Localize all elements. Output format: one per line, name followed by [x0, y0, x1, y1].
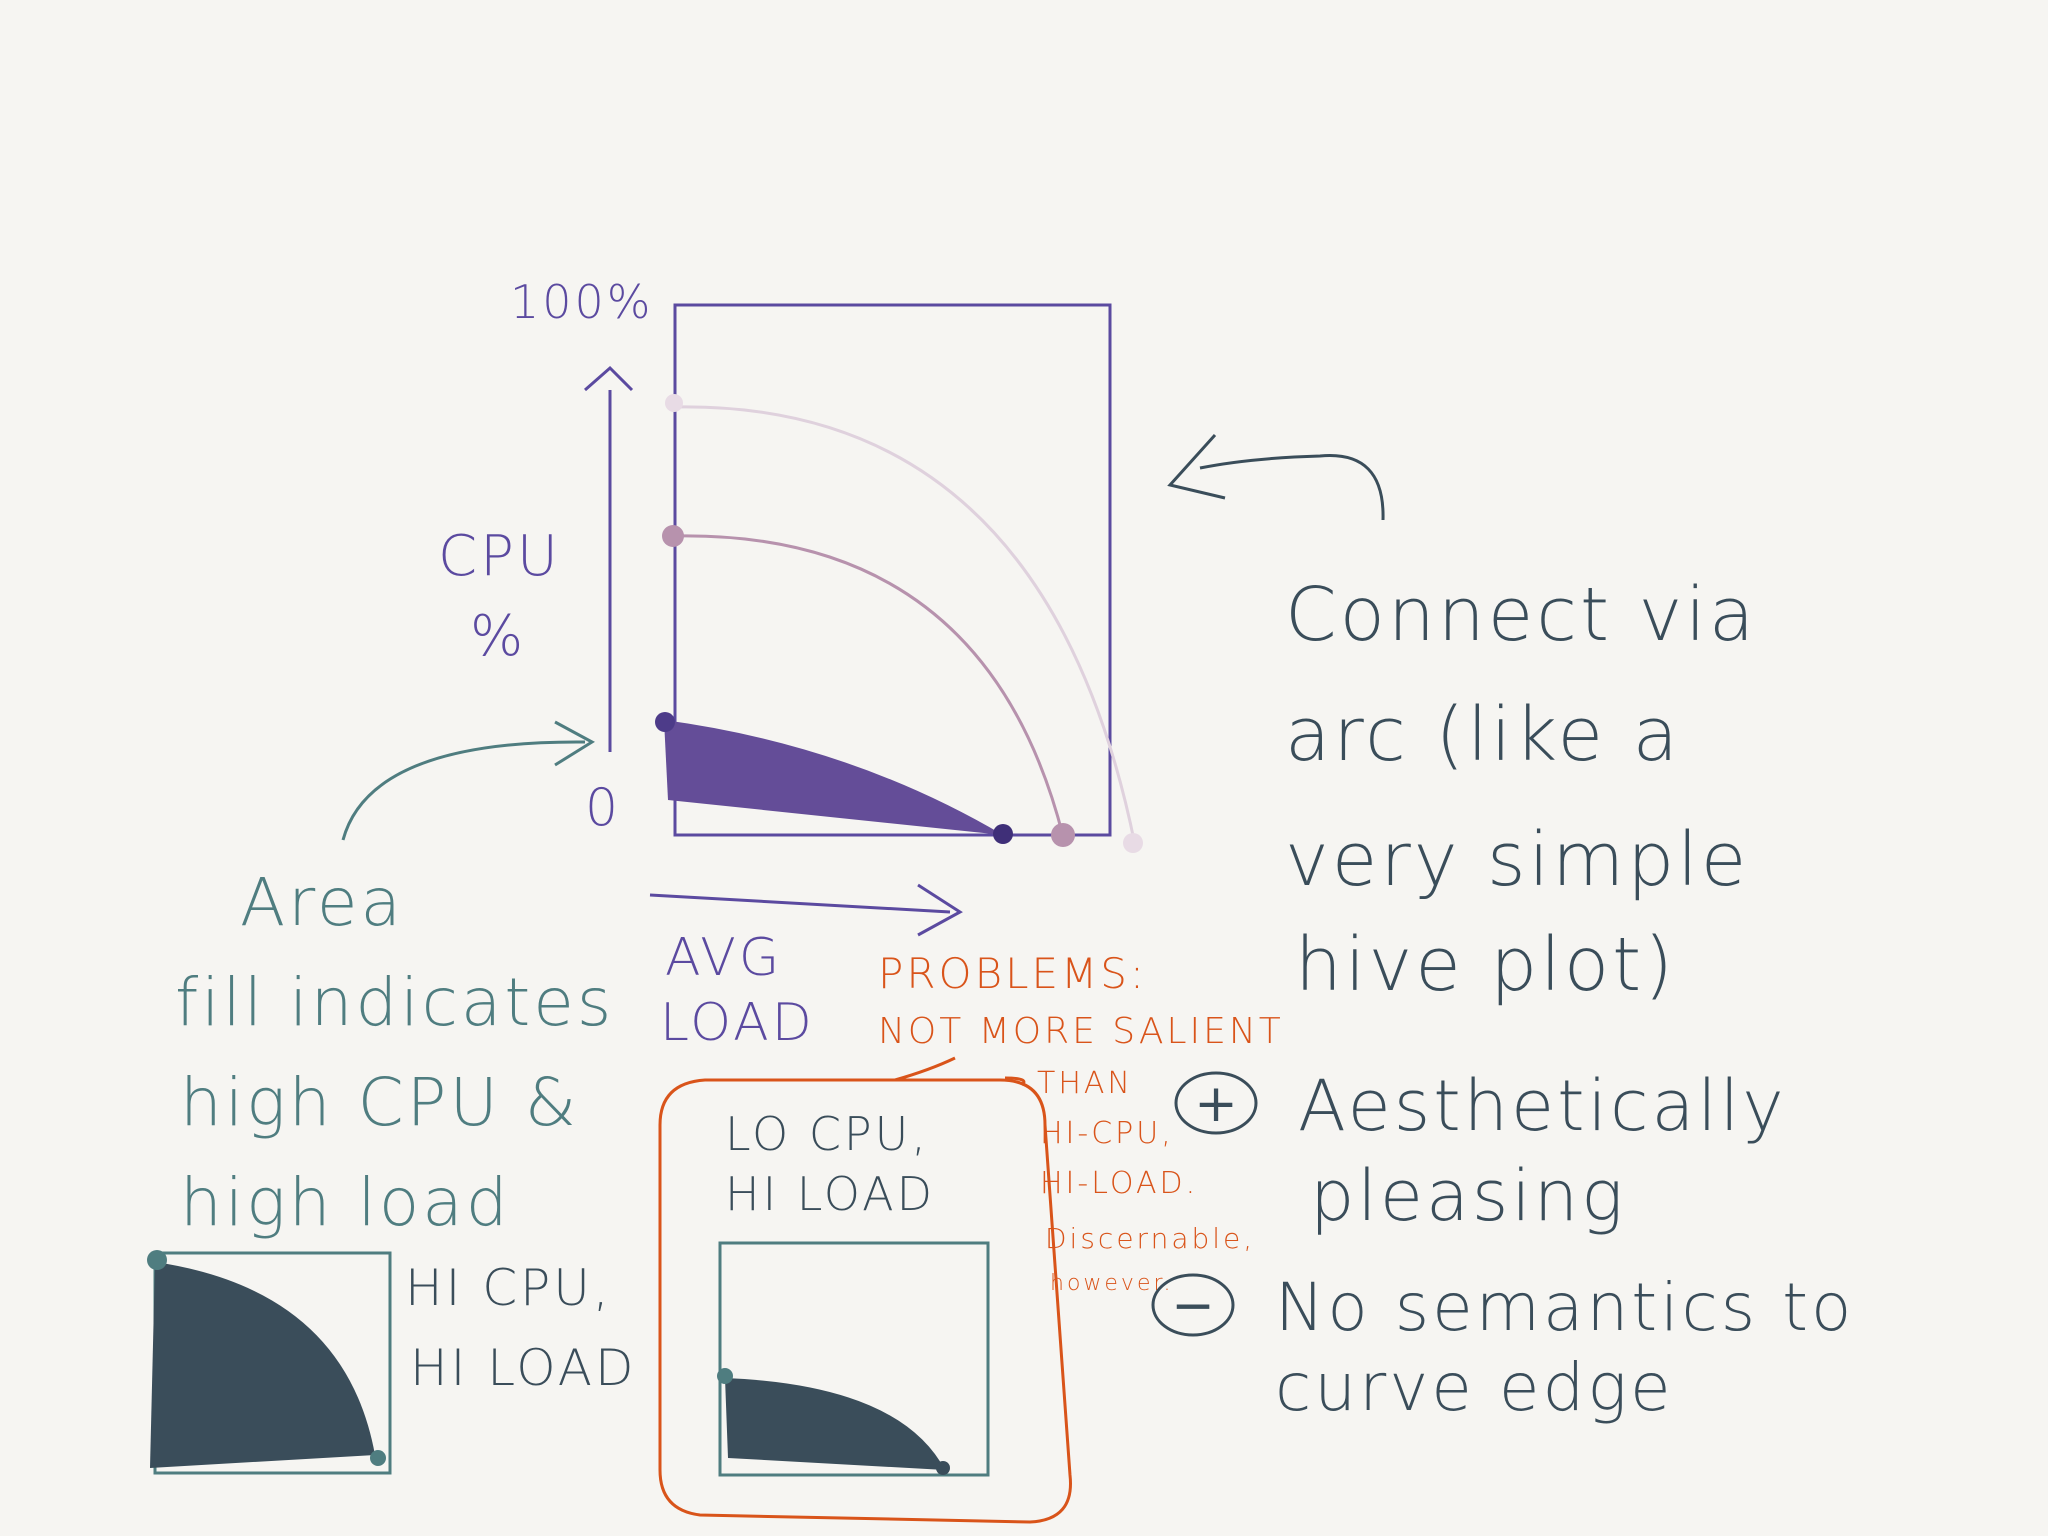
con-symbol-circle — [1151, 1273, 1235, 1337]
x-axis-label-load: LOAD — [660, 993, 815, 1053]
connect-note-line-2: arc (like a — [1285, 692, 1681, 778]
y-axis-arrow — [584, 365, 634, 752]
thumbnail-lo-label-line-1: LO CPU, — [725, 1107, 929, 1161]
problems-heading: PROBLEMS: — [878, 949, 1147, 998]
con-line-1: No semantics to — [1275, 1269, 1854, 1346]
con-line-2: curve edge — [1275, 1349, 1674, 1426]
thumbnail-lo-label-line-2: HI LOAD — [725, 1167, 935, 1221]
thumbnail-hi-label-line-2: HI LOAD — [410, 1339, 637, 1397]
origin-label: 0 — [585, 778, 621, 838]
area-note-line-1: Area — [240, 864, 404, 941]
outer-arc-end-dot — [1123, 833, 1143, 853]
thumbnail-lo-start-dot — [717, 1368, 733, 1384]
area-note-line-3: high CPU & — [180, 1064, 579, 1141]
area-note-line-2: fill indicates — [175, 964, 614, 1041]
thumbnail-hi-end-dot — [370, 1450, 386, 1466]
problems-leader-line — [894, 1056, 1026, 1087]
thumbnail-hi-fill — [150, 1262, 375, 1468]
connect-note: Connect via arc (like a very simple hive… — [1167, 433, 1757, 1008]
thumbnail-hi-cpu-hi-load: HI CPU, HI LOAD — [147, 1250, 637, 1475]
y-axis-label-percent: % — [470, 604, 526, 669]
outer-arc-start-dot — [665, 394, 683, 412]
filled-area-start-dot — [655, 712, 675, 732]
thumbnail-hi-label-line-1: HI CPU, — [405, 1259, 612, 1317]
pro-symbol: + — [1194, 1074, 1238, 1134]
x-axis-arrow — [649, 883, 963, 937]
y-max-label: 100% — [510, 275, 654, 329]
main-chart-frame — [673, 303, 1112, 837]
middle-arc-start-dot — [662, 525, 684, 547]
connect-note-line-3: very simple — [1285, 817, 1749, 903]
area-arrow — [341, 720, 595, 841]
thumbnail-lo-cpu-hi-load: LO CPU, HI LOAD — [717, 1107, 990, 1477]
connect-arrow — [1167, 433, 1385, 521]
pro-line-2: pleasing — [1310, 1155, 1626, 1237]
pros-cons: + Aesthetically pleasing − No semantics … — [1151, 1065, 1854, 1426]
problems-callout: PROBLEMS: NOT MORE SALIENT THAN HI-CPU, … — [658, 949, 1284, 1524]
problems-line-5: HI-LOAD. — [1040, 1166, 1198, 1201]
main-chart: 100% CPU % 0 AVG LOAD — [438, 275, 1143, 1053]
thumbnail-hi-start-dot — [147, 1250, 167, 1270]
con-symbol: − — [1171, 1276, 1215, 1336]
x-axis-label-avg: AVG — [665, 928, 782, 988]
problems-box — [658, 1078, 1072, 1524]
thumbnail-lo-frame — [718, 1241, 990, 1477]
middle-arc-end-dot — [1051, 823, 1075, 847]
y-axis-label-cpu: CPU — [438, 524, 561, 589]
problems-line-4: HI-CPU, — [1040, 1116, 1174, 1151]
thumbnail-lo-end-dot — [936, 1461, 950, 1475]
problems-line-2: NOT MORE SALIENT — [878, 1011, 1284, 1052]
pro-symbol-circle — [1174, 1071, 1258, 1135]
thumbnail-lo-fill — [725, 1378, 945, 1470]
area-note: Area fill indicates high CPU & high load — [175, 720, 614, 1241]
middle-arc — [673, 534, 1065, 837]
problems-line-6: Discernable, — [1045, 1222, 1255, 1255]
problems-line-7: however. — [1050, 1271, 1174, 1296]
filled-area — [664, 720, 1003, 835]
pro-line-1: Aesthetically — [1298, 1065, 1787, 1147]
connect-note-line-1: Connect via — [1285, 572, 1757, 658]
problems-line-3: THAN — [1037, 1066, 1133, 1101]
area-note-line-4: high load — [180, 1164, 511, 1241]
outer-arc — [673, 405, 1137, 846]
connect-note-line-4: hive plot) — [1295, 922, 1676, 1008]
filled-area-end-dot — [993, 824, 1013, 844]
